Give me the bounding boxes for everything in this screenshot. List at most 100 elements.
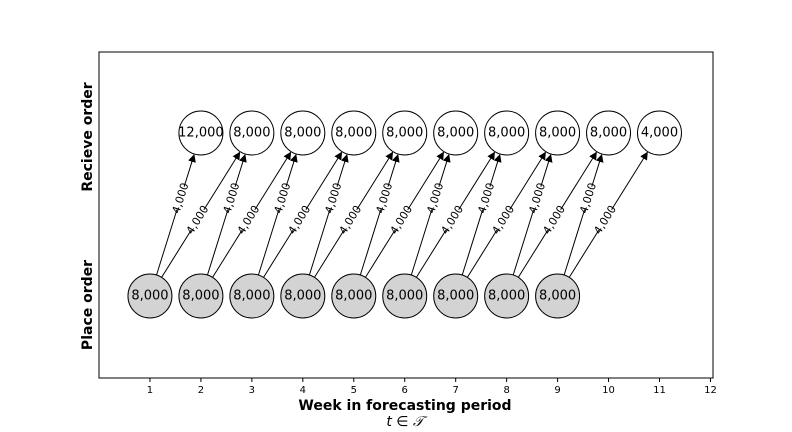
receive-node-circle xyxy=(331,110,377,156)
x-tick-label: 3 xyxy=(249,385,255,396)
flow-line-segment xyxy=(410,209,433,276)
x-ticks: 1 2 3 4 5 6 7 8 9 10 11 12 xyxy=(147,378,717,396)
place-node-circle xyxy=(178,273,224,319)
receive-node-circle xyxy=(178,110,224,156)
receive-node: 8,000 xyxy=(382,110,428,156)
flow-line-segment xyxy=(461,209,484,276)
flow-line-segment xyxy=(314,229,345,278)
flow-line-segment xyxy=(415,229,447,278)
flow-line-segment xyxy=(161,229,192,278)
flow-arrow-segment xyxy=(560,151,597,211)
x-tick-label: 2 xyxy=(198,385,204,396)
flow-line-segment xyxy=(257,209,280,276)
place-node: 8,000 xyxy=(382,273,428,319)
place-node-label: 8,000 xyxy=(488,289,525,304)
flow-arrow-segment xyxy=(489,153,502,187)
flow-line-segment xyxy=(263,229,294,278)
x-tick-label: 10 xyxy=(602,385,615,396)
x-tick-label: 6 xyxy=(402,385,408,396)
receive-node-label: 8,000 xyxy=(386,126,423,141)
flow-arrow-segment xyxy=(591,153,604,187)
flow-arrow-segment xyxy=(509,151,546,211)
flow-line-segment xyxy=(517,229,549,278)
row-label-place: Place order xyxy=(80,260,96,350)
flow-line-segment xyxy=(466,229,498,278)
place-node: 8,000 xyxy=(331,273,377,319)
receive-node-circle xyxy=(433,110,479,156)
receive-node-label: 8,000 xyxy=(335,126,372,141)
plot-area-frame xyxy=(98,51,714,379)
flow-arrow-segment xyxy=(407,151,445,211)
receive-node-label: 4,000 xyxy=(641,126,678,141)
flow-arrow-segment xyxy=(254,151,292,211)
x-tick-label: 1 xyxy=(147,385,153,396)
x-tick-label: 4 xyxy=(300,385,306,396)
place-node: 8,000 xyxy=(127,273,173,319)
place-node: 8,000 xyxy=(535,273,581,319)
x-tick-label: 11 xyxy=(653,385,666,396)
place-node-label: 8,000 xyxy=(284,289,321,304)
place-node: 8,000 xyxy=(280,273,326,319)
place-node-circle xyxy=(331,273,377,319)
place-node-circle xyxy=(127,273,173,319)
flow-arrow-segment xyxy=(305,151,343,211)
receive-node: 8,000 xyxy=(229,110,275,156)
x-tick-label: 9 xyxy=(554,385,560,396)
x-tick-label: 7 xyxy=(452,385,458,396)
receive-node: 8,000 xyxy=(586,110,632,156)
place-node: 8,000 xyxy=(433,273,479,319)
flow-arrow-segment xyxy=(285,153,298,187)
receive-node-circle xyxy=(280,110,326,156)
receive-node-label: 8,000 xyxy=(488,126,525,141)
flow-arrow-segment xyxy=(458,151,495,211)
place-node-label: 8,000 xyxy=(233,289,270,304)
receive-node-circle xyxy=(229,110,275,156)
x-tick-label: 8 xyxy=(503,385,509,396)
place-node-label: 8,000 xyxy=(437,289,474,304)
flow-arrow-segment xyxy=(438,153,451,187)
receive-node: 8,000 xyxy=(535,110,581,156)
flow-line-segment xyxy=(568,229,600,278)
flow-line-segment xyxy=(365,229,396,278)
place-node-circle xyxy=(382,273,428,319)
receive-node: 4,000 xyxy=(636,110,682,156)
x-tick-label: 5 xyxy=(351,385,357,396)
flow-arrow-segment xyxy=(203,151,241,211)
flow-arrow-segment xyxy=(336,153,349,187)
flow-arrow-segment xyxy=(540,153,553,187)
x-tick-label: 12 xyxy=(704,385,717,396)
flow-arrow-segment xyxy=(387,153,400,187)
flow-line-segment xyxy=(212,229,243,278)
receive-node-label: 8,000 xyxy=(437,126,474,141)
place-node-label: 8,000 xyxy=(386,289,423,304)
receive-node-label: 8,000 xyxy=(233,126,270,141)
receive-node-label: 8,000 xyxy=(539,126,576,141)
place-node-label: 8,000 xyxy=(131,289,168,304)
x-axis-label: Week in forecasting period xyxy=(298,398,511,414)
receive-node-circle xyxy=(535,110,581,156)
x-axis-sublabel: t ∈ 𝒯 xyxy=(386,414,428,430)
place-node-circle xyxy=(433,273,479,319)
flow-arrow-segment xyxy=(183,153,196,187)
receive-node-circle xyxy=(484,110,530,156)
flow-line-segment xyxy=(156,209,178,276)
flow-arrow-segment xyxy=(356,151,394,211)
place-node-label: 8,000 xyxy=(539,289,576,304)
receive-node-circle xyxy=(636,110,682,156)
receive-node-label: 8,000 xyxy=(590,126,627,141)
receive-node: 8,000 xyxy=(280,110,326,156)
receive-node-label: 8,000 xyxy=(284,126,321,141)
place-node-circle xyxy=(280,273,326,319)
flow-arrow-segment xyxy=(234,153,247,187)
place-node: 8,000 xyxy=(484,273,530,319)
place-node-circle xyxy=(535,273,581,319)
place-node-circle xyxy=(229,273,275,319)
place-node: 8,000 xyxy=(178,273,224,319)
receive-node: 8,000 xyxy=(433,110,479,156)
receive-node: 8,000 xyxy=(331,110,377,156)
flow-line-segment xyxy=(206,209,229,276)
flow-line-segment xyxy=(308,209,331,276)
receive-node-label: 12,000 xyxy=(178,126,224,141)
flow-line-segment xyxy=(512,209,535,276)
